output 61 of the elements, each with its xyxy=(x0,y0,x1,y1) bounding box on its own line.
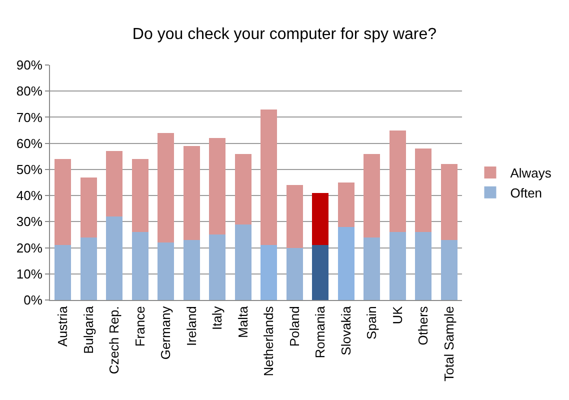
legend-label: Often xyxy=(510,185,542,200)
bar xyxy=(260,109,278,246)
y-tick-label: 10% xyxy=(16,266,43,282)
x-tick-label: Others xyxy=(416,306,431,346)
x-tick-label: UK xyxy=(390,306,405,324)
bar xyxy=(286,185,303,248)
bar xyxy=(389,232,406,300)
bar xyxy=(158,132,174,243)
x-tick-label: Ireland xyxy=(184,306,199,346)
x-tick-label: Bulgaria xyxy=(80,305,96,354)
bar xyxy=(338,182,354,227)
bar xyxy=(286,248,303,300)
bar xyxy=(158,242,174,300)
x-tick-label: Slovakia xyxy=(338,305,354,356)
bar xyxy=(415,232,432,300)
bar xyxy=(234,154,252,224)
bar xyxy=(209,138,226,235)
bar xyxy=(234,224,252,300)
y-tick-label: 70% xyxy=(16,110,43,125)
bar xyxy=(389,130,406,232)
bar xyxy=(132,159,148,232)
legend-label: Always xyxy=(510,166,552,181)
bar xyxy=(106,151,123,216)
y-tick-label: 30% xyxy=(16,214,43,230)
y-tick-label: 40% xyxy=(16,188,43,204)
bar xyxy=(440,240,458,300)
x-tick-label: Poland xyxy=(286,306,302,347)
bar xyxy=(132,232,148,300)
x-tick-label: Czech Rep. xyxy=(106,306,122,374)
y-tick-label: 20% xyxy=(16,240,43,256)
x-tick-label: Spain xyxy=(364,306,380,340)
y-tick-label: 50% xyxy=(16,162,43,177)
bar xyxy=(364,237,380,300)
bar xyxy=(312,192,329,246)
x-tick-label: Netherlands xyxy=(261,306,276,376)
bar xyxy=(54,245,72,300)
bar xyxy=(183,146,200,240)
x-tick-label: Romania xyxy=(312,305,328,358)
y-tick-label: 80% xyxy=(16,84,43,99)
bar xyxy=(440,164,458,240)
bar xyxy=(338,226,354,300)
bar xyxy=(183,240,200,300)
bar xyxy=(80,177,97,238)
x-tick-label: Total Sample xyxy=(441,306,456,382)
x-tick-label: Malta xyxy=(235,305,250,338)
bar xyxy=(54,159,72,246)
bar xyxy=(209,234,226,300)
bar xyxy=(260,245,278,300)
x-tick-label: Italy xyxy=(210,306,225,330)
x-tick-label: Austria xyxy=(55,305,70,347)
bar xyxy=(415,148,432,232)
x-tick-label: France xyxy=(132,306,148,347)
y-tick-label: 60% xyxy=(16,136,43,151)
y-tick-label: 0% xyxy=(24,292,43,308)
x-tick-label: Germany xyxy=(158,306,174,360)
bar xyxy=(106,216,123,300)
chart-title: Do you check your computer for spy ware? xyxy=(132,26,437,44)
bar xyxy=(312,245,329,300)
bar xyxy=(80,237,97,300)
y-tick-label: 90% xyxy=(16,58,43,73)
bar xyxy=(364,154,380,238)
